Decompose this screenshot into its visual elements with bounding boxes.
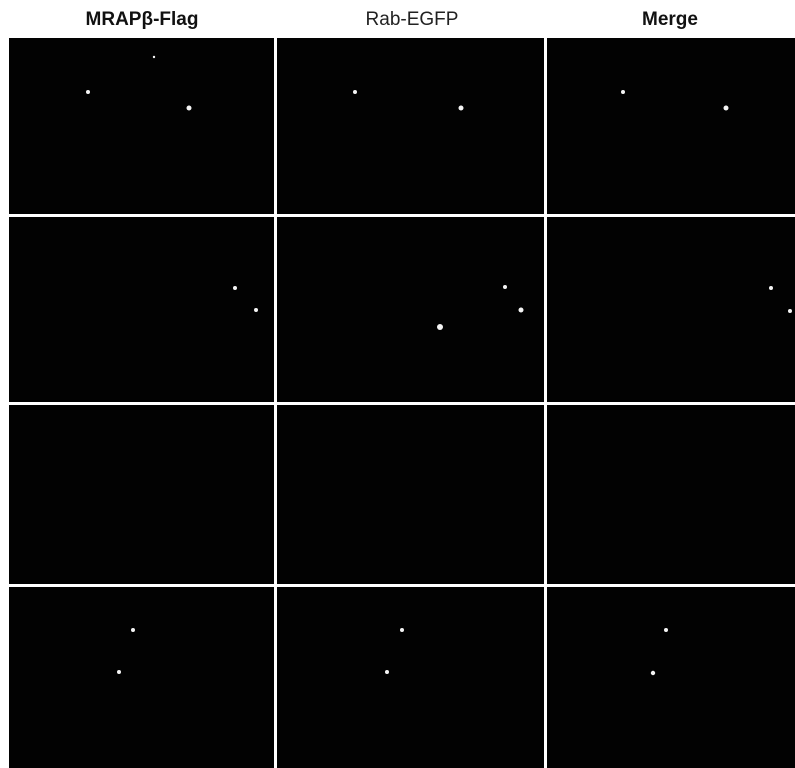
image-panel — [277, 38, 544, 214]
signal-dot — [519, 308, 524, 313]
signal-dot — [153, 56, 155, 58]
image-panel — [277, 587, 544, 768]
image-panel — [277, 405, 544, 584]
column-header: Merge — [642, 9, 698, 30]
signal-dot — [437, 324, 443, 330]
signal-dot — [459, 106, 464, 111]
image-panel — [9, 217, 274, 402]
image-panel — [9, 587, 274, 768]
signal-dot — [187, 106, 192, 111]
image-panel — [277, 217, 544, 402]
figure: MRAPβ-Flag Rab-EGFP Merge — [0, 0, 795, 768]
image-panel — [547, 405, 795, 584]
signal-dot — [233, 286, 237, 290]
image-panel — [9, 38, 274, 214]
signal-dot — [353, 90, 357, 94]
signal-dot — [117, 670, 121, 674]
signal-dot — [621, 90, 625, 94]
signal-dot — [664, 628, 668, 632]
signal-dot — [503, 285, 507, 289]
signal-dot — [724, 106, 729, 111]
signal-dot — [131, 628, 135, 632]
image-panel — [547, 587, 795, 768]
signal-dot — [769, 286, 773, 290]
signal-dot — [86, 90, 90, 94]
column-header: MRAPβ-Flag — [86, 9, 199, 30]
page: {"header": {"columns": ["MRAPβ-Flag", "R… — [0, 0, 795, 768]
image-panel — [9, 405, 274, 584]
signal-dot — [788, 309, 792, 313]
signal-dot — [385, 670, 389, 674]
signal-dot — [254, 308, 258, 312]
signal-dot — [400, 628, 404, 632]
image-panel — [547, 38, 795, 214]
signal-dot — [651, 671, 655, 675]
image-panel — [547, 217, 795, 402]
column-header: Rab-EGFP — [366, 9, 459, 30]
